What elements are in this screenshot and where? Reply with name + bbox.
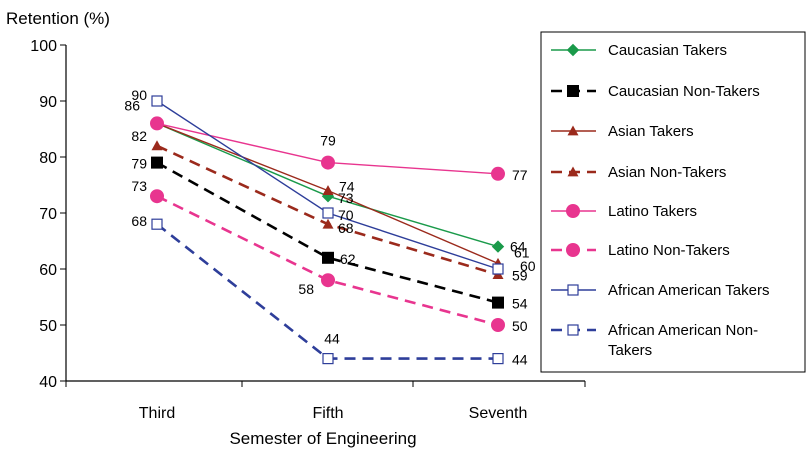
legend-item-asian-non-takers: Asian Non-Takers (551, 164, 726, 181)
data-point (491, 166, 505, 181)
data-label: 68 (131, 213, 147, 229)
legend-marker (566, 43, 580, 57)
data-point (322, 251, 334, 264)
data-point (151, 218, 163, 230)
y-tick-label: 40 (39, 374, 57, 391)
data-label: 54 (512, 296, 528, 312)
series-african-american-non-takers (151, 218, 504, 365)
legend-label: Latino Takers (608, 203, 697, 220)
legend-marker (567, 324, 579, 336)
data-label: 68 (338, 220, 354, 236)
data-point (321, 273, 335, 288)
legend-item-african-american-non-takers: African American Non-Takers (551, 322, 758, 359)
data-label: 90 (131, 87, 147, 103)
data-label: 86 (124, 97, 140, 113)
data-label: 64 (510, 239, 526, 255)
series-line (156, 100, 499, 270)
data-point (151, 95, 163, 107)
data-label: 60 (520, 258, 536, 274)
data-point (150, 116, 164, 131)
data-label: 62 (340, 251, 356, 267)
legend-marker (567, 166, 579, 177)
data-label: 77 (512, 167, 528, 183)
axes: 40 50 60 70 80 90 100 Third Fifth Seventh (30, 38, 586, 422)
legend-label: Caucasian Takers (608, 42, 727, 59)
series-african-american-takers (151, 95, 504, 275)
series-latino-non-takers (150, 189, 505, 332)
data-label: 73 (338, 190, 354, 206)
legend-marker (566, 243, 580, 257)
x-axis-label: Semester of Engineering (229, 429, 416, 448)
series-lines (150, 95, 505, 365)
legend-label: African American Non-Takers (608, 322, 758, 359)
legend-item-latino-takers: Latino Takers (551, 203, 697, 220)
data-labels: 86 73 64 79 62 54 74 61 82 68 59 79 77 73 58 50 90 70 60 68… (124, 87, 535, 368)
series-latino-takers (150, 116, 505, 181)
data-label: 59 (512, 268, 528, 284)
legend-marker (567, 85, 579, 97)
y-tick-label: 100 (30, 38, 57, 55)
data-label: 44 (512, 352, 528, 368)
legend-item-caucasian-takers: Caucasian Takers (551, 42, 727, 59)
legend-item-latino-non-takers: Latino Non-Takers (551, 242, 730, 259)
data-label: 73 (131, 178, 147, 194)
x-tick-label: Third (139, 405, 175, 422)
legend-label: Caucasian Non-Takers (608, 83, 760, 100)
y-tick-label: 50 (39, 318, 57, 335)
y-tick-label: 70 (39, 206, 57, 223)
data-point (322, 185, 334, 195)
y-tick-label: 90 (39, 94, 57, 111)
data-point (321, 155, 335, 170)
legend-item-asian-takers: Asian Takers (551, 123, 694, 140)
data-point (491, 318, 505, 332)
x-tick-label: Fifth (312, 405, 343, 422)
legend-item-african-american-takers: African American Takers (551, 282, 769, 299)
data-point (150, 189, 164, 204)
data-label: 74 (339, 179, 355, 195)
data-label: 61 (514, 244, 530, 260)
data-point (492, 263, 504, 275)
legend-label: Latino Non-Takers (608, 242, 730, 259)
y-tick-label: 60 (39, 262, 57, 279)
data-label: 44 (324, 331, 340, 347)
legend-box (540, 31, 806, 373)
legend-label: African American Takers (608, 282, 769, 299)
legend-item-caucasian-non-takers: Caucasian Non-Takers (551, 83, 760, 100)
series-caucasian-non-takers (151, 156, 504, 309)
y-tick-label: 80 (39, 150, 57, 167)
legend-label: Asian Takers (608, 123, 694, 140)
data-label: 82 (131, 128, 147, 144)
legend-marker (566, 204, 580, 218)
data-label: 70 (338, 207, 354, 223)
y-axis-label: Retention (%) (6, 9, 110, 28)
data-point (322, 207, 334, 219)
data-point (322, 218, 334, 229)
data-point (151, 156, 163, 169)
data-point (151, 140, 163, 151)
data-point (322, 353, 334, 365)
data-point (491, 240, 505, 253)
data-label: 58 (298, 281, 314, 297)
legend: Caucasian Takers Caucasian Non-Takers Asia… (540, 31, 806, 373)
legend-marker (567, 125, 579, 136)
data-label: 79 (320, 133, 336, 149)
data-point (492, 353, 504, 365)
series-line (156, 161, 499, 304)
legend-label: Asian Non-Takers (608, 164, 726, 181)
data-point (492, 296, 504, 309)
data-label: 50 (512, 318, 528, 334)
x-tick-label: Seventh (469, 405, 528, 422)
legend-marker (567, 284, 579, 296)
data-label: 79 (131, 156, 147, 172)
